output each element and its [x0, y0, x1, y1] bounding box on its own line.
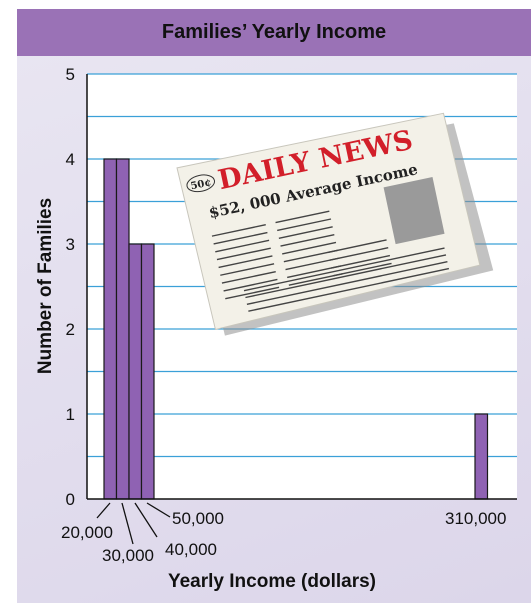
- bar-50000: [140, 243, 155, 500]
- news-text-line: [245, 254, 447, 299]
- x-tick-labels: 20,000 30,000 40,000 50,000 310,000: [61, 502, 506, 565]
- leader-line-30000: [121, 502, 134, 545]
- y-tick-label: 5: [66, 65, 75, 84]
- y-tick-label: 4: [66, 150, 75, 169]
- chart-title: Families’ Yearly Income: [161, 21, 387, 43]
- y-tick-labels: 0 1 2 3 4 5: [66, 65, 75, 509]
- news-text-line: [216, 247, 271, 261]
- chart-svg: 0 1 2 3 4 5 20,000 30,000 40,000 50,000 310,0…: [35, 65, 517, 592]
- bar-40000: [128, 243, 143, 500]
- bars-layer: [103, 158, 489, 500]
- news-text-line: [220, 263, 275, 276]
- news-text-line: [282, 241, 337, 255]
- news-text-line: [223, 278, 278, 292]
- bar-20000: [103, 158, 118, 500]
- leader-line-40000: [134, 502, 158, 538]
- news-text-line: [225, 286, 280, 300]
- newspaper-photo: [383, 176, 445, 245]
- leader-line-20000: [96, 502, 111, 519]
- price-badge: [186, 174, 216, 193]
- news-text-line: [213, 231, 268, 245]
- news-text-line: [248, 267, 450, 312]
- news-text-line: [329, 247, 389, 261]
- y-tick-label: 0: [66, 490, 75, 509]
- chart-figure: Families’ Yearly Income 0 1 2 3 4 5 20,000 30…: [17, 9, 531, 603]
- bar-310000: [474, 413, 489, 500]
- news-text-line: [275, 210, 330, 224]
- x-axis-title: Yearly Income (dollars): [168, 571, 376, 592]
- leader-line-50000: [146, 502, 171, 518]
- title-bar: Families’ Yearly Income: [17, 9, 531, 56]
- news-text-line: [331, 254, 391, 269]
- x-tick-label-40000: 40,000: [165, 540, 217, 559]
- news-text-line: [243, 247, 445, 292]
- news-text-line: [327, 239, 387, 254]
- news-text-line: [221, 270, 276, 284]
- y-tick-label: 3: [66, 235, 75, 254]
- y-tick-label: 1: [66, 405, 75, 424]
- y-tick-label: 2: [66, 320, 75, 339]
- news-text-line: [277, 218, 332, 232]
- x-tick-label-30000: 30,000: [102, 546, 154, 565]
- newspaper-page: [176, 112, 481, 331]
- bar-30000: [115, 158, 130, 500]
- x-tick-label-310000: 310,000: [445, 509, 506, 528]
- price-text: 50¢: [190, 177, 213, 192]
- news-text-line: [211, 224, 266, 237]
- y-axis-title: Number of Families: [35, 198, 56, 374]
- news-text-line: [332, 262, 392, 277]
- news-text-line: [215, 239, 270, 253]
- news-text-line: [280, 233, 335, 247]
- x-tick-label-50000: 50,000: [172, 509, 224, 528]
- x-tick-label-20000: 20,000: [61, 523, 113, 542]
- newspaper-text-lines: [211, 210, 450, 312]
- news-text-line: [246, 261, 448, 306]
- news-text-line: [278, 226, 333, 239]
- news-text-line: [218, 255, 273, 269]
